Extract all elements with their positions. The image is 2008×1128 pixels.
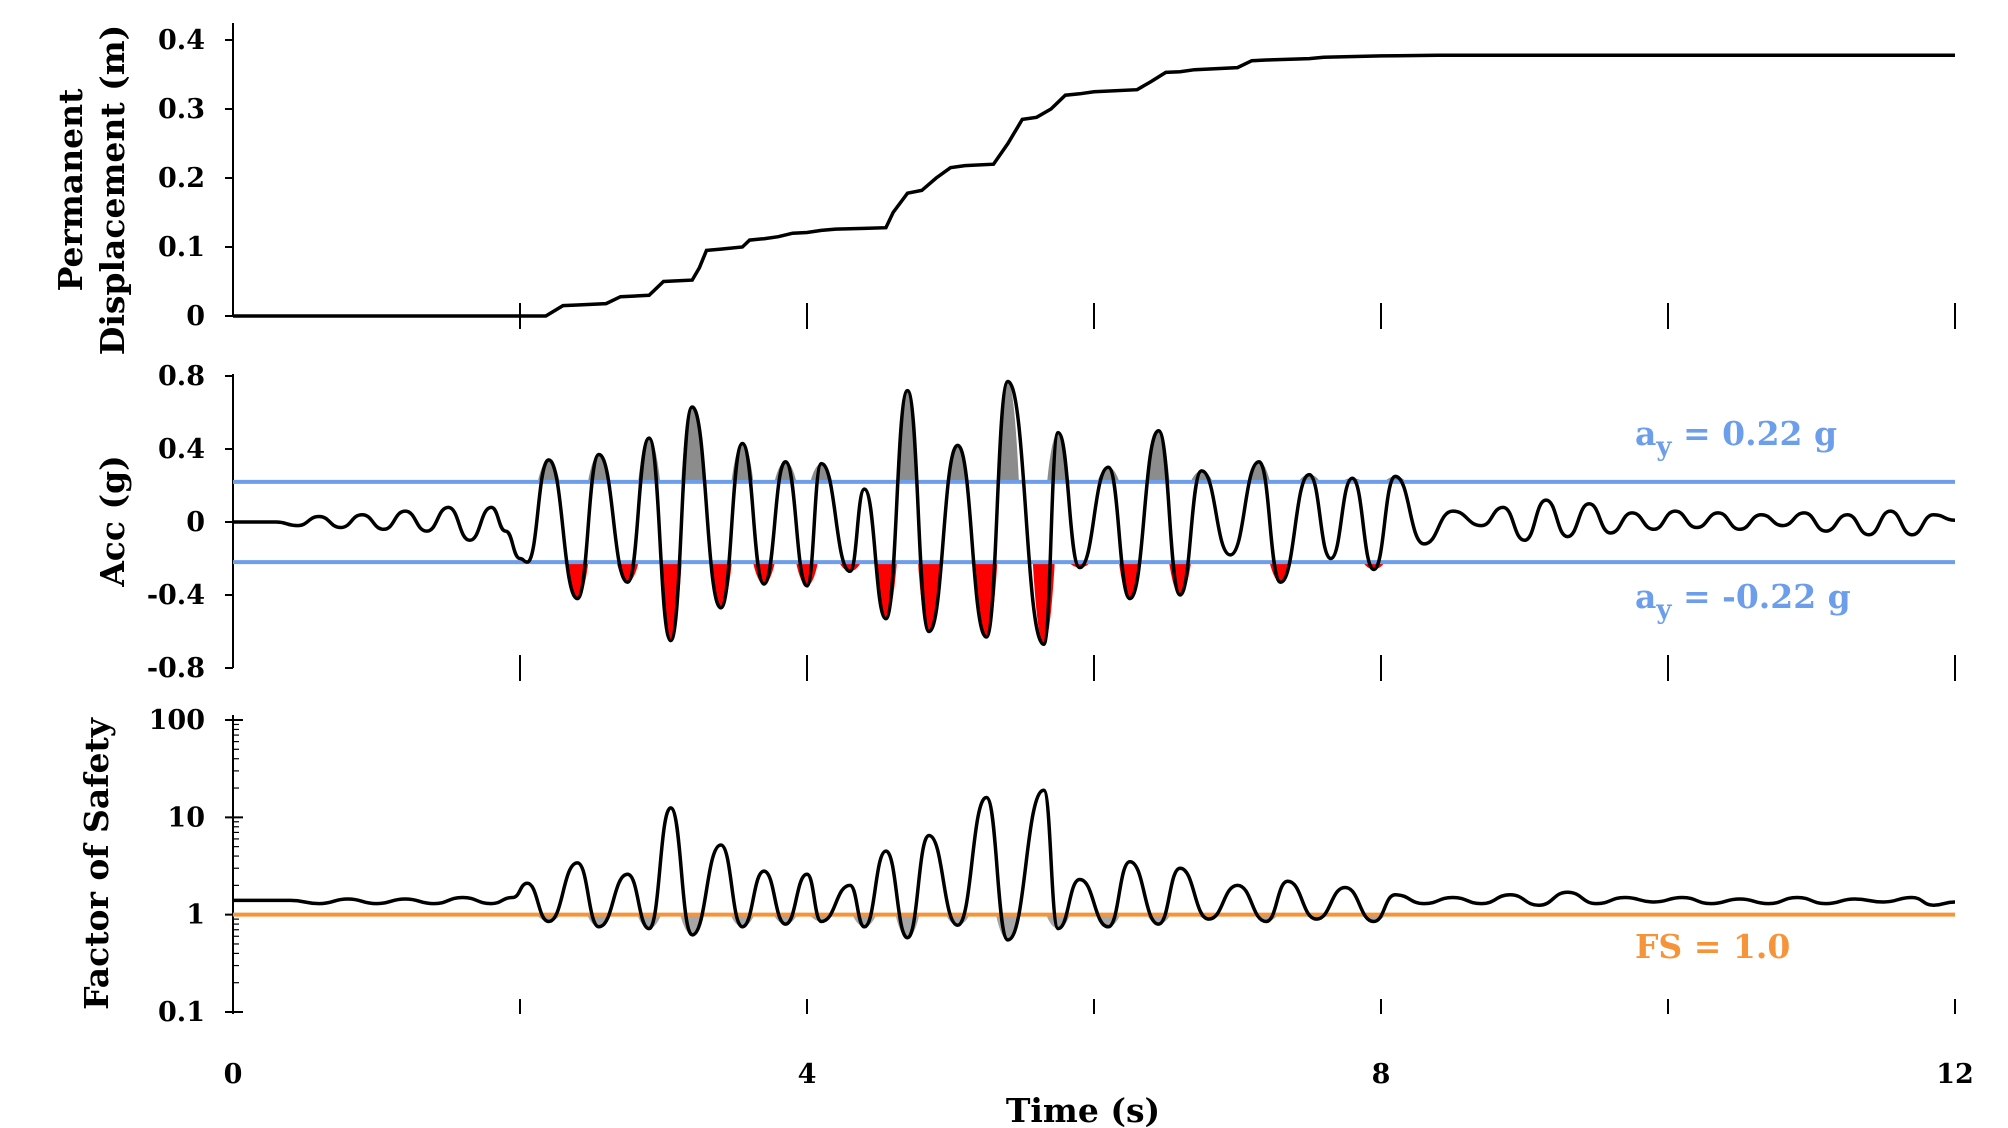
x-tick-label: 4 [798,1059,817,1090]
exceedance-fills [537,381,1407,645]
ay-lower-value: = -0.22 g [1672,577,1851,616]
annotation-ay-upper: ay = 0.22 g [1635,414,1837,462]
x-tick-label: 12 [1936,1059,1974,1090]
annotation-ay-lower: ay = -0.22 g [1635,577,1851,625]
ay-subscript: y [1655,595,1672,625]
y-tick-label: 100 [149,705,205,736]
ay-upper-value: = 0.22 g [1672,414,1838,453]
y-ticks: 0.1 1 10 100 [149,705,243,1028]
x-tick-label: 8 [1372,1059,1391,1090]
y-tick-label: 0.4 [158,25,205,56]
factor-of-safety-line [233,788,1956,942]
ay-symbol: a [1635,414,1656,453]
x-tick-labels: 0 4 8 12 [224,1059,1974,1090]
y-ticks: -0.8 -0.4 0 0.4 0.8 [147,361,233,684]
y-tick-label: 0.3 [158,94,205,125]
x-axis-title: Time (s) [1006,1091,1160,1128]
y-tick-label: 0 [186,301,205,332]
y-tick-label: -0.4 [147,580,205,611]
y-axis-title-line1: Permanent [51,88,90,292]
x-tick-label: 0 [224,1059,243,1090]
y-minor-ticks [233,723,239,984]
x-tick-marks [519,303,1956,329]
annotation-fs: FS = 1.0 [1635,927,1790,966]
ay-symbol: a [1635,577,1656,616]
ay-subscript: y [1655,432,1672,462]
displacement-line [233,53,1955,318]
acceleration-line [233,379,1956,647]
y-ticks: 0 0.1 0.2 0.3 0.4 [158,25,233,332]
x-tick-marks [519,655,1956,681]
y-tick-label: 1 [186,900,205,931]
y-axis-title: Factor of Safety [77,717,116,1010]
y-tick-label: 0.1 [158,232,205,263]
y-tick-label: 0.1 [158,997,205,1028]
y-tick-label: -0.8 [147,653,205,684]
y-axis-title-line2: Displacement (m) [93,25,132,356]
y-tick-label: 0.2 [158,163,205,194]
y-axis-title: Acc (g) [93,455,132,588]
panel-factor-of-safety: 0.1 1 10 100 Factor of Safety FS = 1.0 0 4 8 1… [77,705,1974,1128]
y-tick-label: 0 [186,507,205,538]
panel-displacement: 0 0.1 0.2 0.3 0.4 Permanent Displacement (m) [51,23,1956,356]
y-tick-label: 0.8 [158,361,205,392]
y-tick-label: 0.4 [158,434,205,465]
panel-acceleration: -0.8-0.400.40.8 Acc (g) ay = 0.22 g ay =… [93,361,1956,684]
y-tick-label: 10 [167,802,205,833]
x-tick-marks [519,999,1956,1014]
